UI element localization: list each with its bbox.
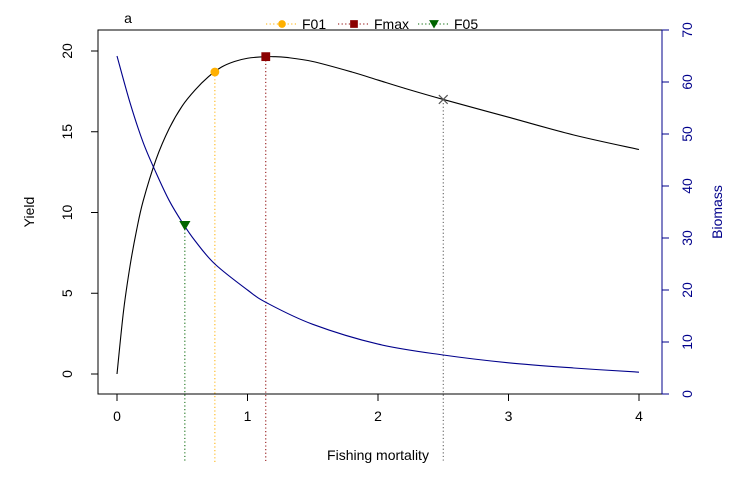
y-axis-right-title: Biomass xyxy=(709,185,725,239)
y-axis-left-title: Yield xyxy=(21,197,37,228)
y-left-tick-label: 0 xyxy=(59,370,75,378)
y-axis-right: 0 10 20 30 40 50 60 70 xyxy=(661,22,695,398)
y-right-tick-label: 70 xyxy=(679,22,695,38)
y-right-tick-label: 40 xyxy=(679,178,695,194)
fmax-legend-label: Fmax xyxy=(374,16,409,32)
y-left-tick-label: 5 xyxy=(59,289,75,297)
x-tick-label: 2 xyxy=(374,408,382,424)
y-right-tick-label: 0 xyxy=(679,390,695,398)
fmax-marker xyxy=(261,52,271,62)
f01-legend-marker xyxy=(278,20,286,28)
legend: F01 Fmax F05 xyxy=(266,16,478,32)
y-right-tick-label: 60 xyxy=(679,74,695,90)
y-left-tick-label: 15 xyxy=(59,124,75,140)
x-tick-label: 0 xyxy=(113,408,121,424)
x-tick-label: 1 xyxy=(244,408,252,424)
y-right-tick-label: 20 xyxy=(679,282,695,298)
y-left-tick-label: 10 xyxy=(59,205,75,221)
series-layer xyxy=(116,55,640,375)
f05-legend-label: F05 xyxy=(454,16,478,32)
y-right-tick-label: 50 xyxy=(679,126,695,142)
x-axis: 0 1 2 3 4 xyxy=(113,393,643,424)
y-left-tick-label: 20 xyxy=(59,43,75,59)
panel-label: a xyxy=(124,10,132,26)
reference-lines xyxy=(184,56,444,463)
reference-marker xyxy=(438,94,449,105)
f01-legend-label: F01 xyxy=(302,16,326,32)
y-axis-left: 0 5 10 15 20 xyxy=(59,43,99,378)
y-right-tick-label: 30 xyxy=(679,230,695,246)
x-tick-label: 3 xyxy=(505,408,513,424)
marker-layer xyxy=(179,52,449,231)
fmax-legend-marker xyxy=(350,20,358,28)
y-right-tick-label: 10 xyxy=(679,334,695,350)
f01-marker xyxy=(210,67,220,77)
yield-line xyxy=(116,56,640,375)
f05-marker xyxy=(179,221,191,231)
plot-frame xyxy=(97,29,663,395)
x-tick-label: 4 xyxy=(635,408,643,424)
f05-legend-marker xyxy=(429,20,439,29)
x-axis-title: Fishing mortality xyxy=(327,447,429,463)
biomass-line xyxy=(116,55,640,373)
